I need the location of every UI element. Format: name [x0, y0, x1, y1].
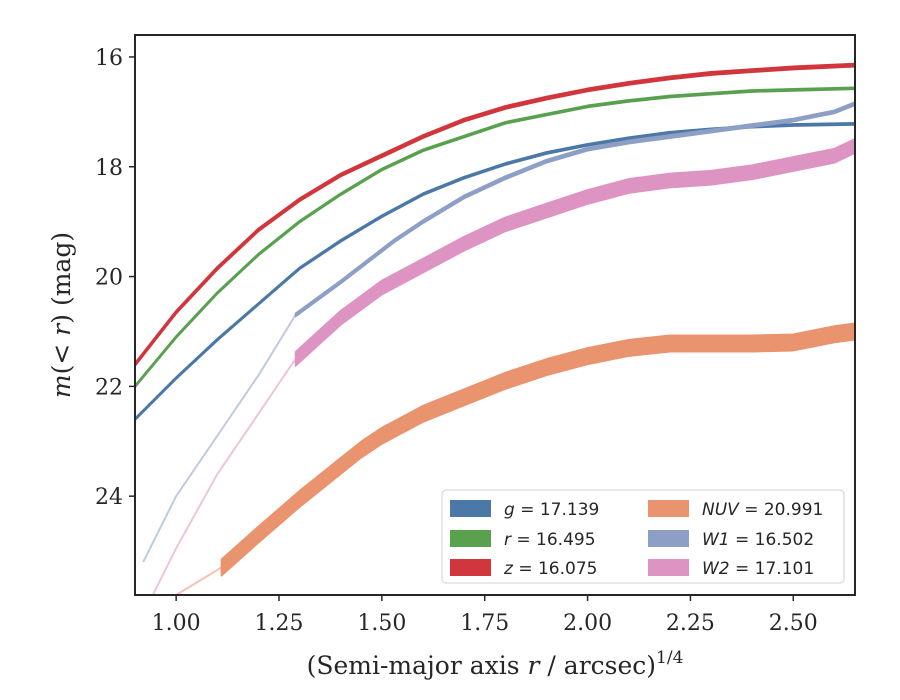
series-extrapolation-3 — [173, 566, 222, 595]
y-axis: 16 18 20 22 24 — [95, 46, 135, 510]
y-tick-label: 24 — [95, 485, 123, 510]
x-tick-label: 2.50 — [769, 611, 818, 636]
x-axis-title: (Semi-major axis r / arcsec)1/4 — [307, 648, 684, 680]
y-tick-label: 20 — [95, 266, 123, 291]
legend: g = 17.139 r = 16.495 z = 16.075 NUV = 20.9… — [441, 489, 845, 584]
legend-swatch — [648, 500, 689, 517]
series-band-5 — [294, 138, 855, 367]
legend-frame — [441, 489, 845, 584]
plot-area — [135, 62, 855, 595]
series-band-2 — [135, 62, 855, 367]
legend-swatch — [648, 530, 689, 547]
x-tick-label: 1.75 — [460, 611, 509, 636]
plot-frame — [134, 34, 856, 596]
legend-label: g = 17.139 — [504, 500, 599, 520]
legend-label: z = 16.075 — [503, 559, 597, 579]
y-tick-label: 18 — [95, 156, 123, 181]
series-band-4 — [294, 101, 855, 318]
y-tick-label: 22 — [95, 375, 123, 400]
series-band-1 — [135, 86, 855, 389]
legend-label: W2 = 17.101 — [702, 559, 814, 579]
legend-swatch — [450, 530, 491, 547]
legend-label: NUV = 20.991 — [702, 500, 823, 520]
x-tick-label: 2.00 — [563, 611, 612, 636]
x-tick-label: 1.50 — [357, 611, 406, 636]
series-band-0 — [135, 122, 855, 422]
x-axis: 1.00 1.25 1.50 1.75 2.00 2.25 2.50 — [152, 595, 818, 636]
legend-label: W1 = 16.502 — [702, 530, 814, 550]
legend-swatch — [450, 559, 491, 576]
series-band-3 — [220, 322, 855, 577]
series-extrapolation-5 — [151, 358, 297, 595]
y-axis-title: m(< r) (mag) — [47, 232, 76, 398]
x-tick-label: 2.25 — [666, 611, 715, 636]
legend-swatch — [648, 559, 689, 576]
legend-swatch — [450, 500, 491, 517]
legend-label: r = 16.495 — [504, 530, 596, 550]
y-tick-label: 16 — [95, 46, 123, 71]
series-extrapolation-4 — [142, 314, 297, 563]
x-tick-label: 1.00 — [152, 611, 201, 636]
x-tick-label: 1.25 — [255, 611, 304, 636]
